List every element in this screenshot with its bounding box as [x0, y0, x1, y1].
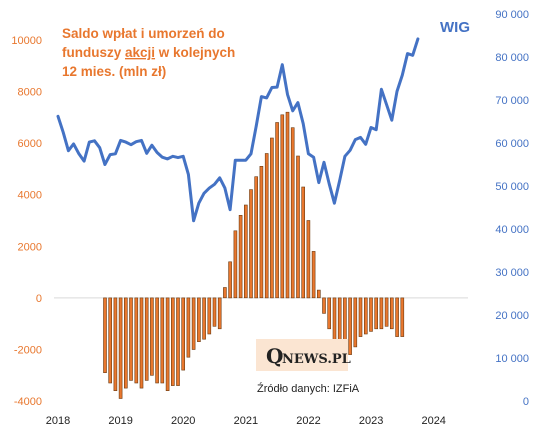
bar-54: [384, 297, 389, 327]
bar-series: [103, 111, 405, 399]
bar-15: [181, 297, 185, 371]
bar-34: [280, 114, 285, 299]
bar-29: [254, 176, 258, 299]
x-tick-label: 2022: [296, 415, 320, 427]
bar-47: [348, 297, 352, 355]
bar-51: [369, 297, 373, 332]
bar-9: [150, 297, 154, 376]
x-tick-label: 2018: [46, 415, 70, 427]
bar-31: [264, 153, 269, 299]
bar-23: [223, 287, 227, 299]
bar-10: [155, 297, 159, 384]
left-tick-label: 6000: [18, 138, 42, 150]
bar-3: [118, 297, 123, 399]
bar-40: [311, 251, 316, 299]
bar-52: [374, 297, 379, 330]
left-tick-label: 8000: [18, 87, 42, 99]
bar-19: [202, 297, 206, 340]
bar-56: [395, 297, 399, 337]
bar-36: [290, 127, 295, 299]
bar-0: [103, 297, 107, 373]
left-axis-ticks: -4000 -2000 0 2000 4000 6000 8000 10000: [11, 35, 42, 408]
bar-27: [244, 204, 248, 299]
right-tick-label: 90 000: [495, 9, 529, 21]
left-tick-label: 10000: [11, 35, 42, 47]
bar-21: [212, 297, 217, 327]
right-tick-label: 0: [523, 396, 529, 408]
left-tick-label: 2000: [18, 241, 42, 253]
right-tick-label: 60 000: [495, 138, 529, 150]
bar-30: [259, 166, 264, 299]
left-tick-label: -4000: [14, 396, 42, 408]
bar-43: [327, 297, 332, 330]
x-tick-label: 2020: [171, 415, 195, 427]
bar-53: [379, 297, 384, 330]
bar-2: [113, 297, 118, 391]
bar-32: [270, 137, 274, 299]
bar-26: [238, 215, 243, 299]
bar-49: [358, 297, 363, 337]
wig-label: WIG: [440, 19, 470, 36]
bar-41: [316, 289, 321, 299]
left-tick-label: -2000: [14, 344, 42, 356]
bar-33: [275, 122, 279, 299]
bar-6: [134, 297, 139, 384]
bar-14: [176, 297, 180, 386]
bar-1: [108, 297, 112, 384]
left-tick-label: 4000: [18, 190, 42, 202]
source-note: Źródło danych: IZFiA: [257, 382, 360, 395]
chart-title: Saldo wpłat i umorzeń do funduszy akcji …: [62, 26, 239, 79]
bar-20: [207, 297, 212, 335]
bar-55: [389, 297, 394, 330]
left-tick-label: 0: [36, 293, 42, 305]
bar-5: [129, 297, 133, 381]
bar-7: [139, 297, 144, 389]
x-axis-ticks: 2018 2019 2020 2021 2022 2023 2024: [46, 415, 446, 427]
bar-25: [233, 230, 238, 299]
bar-37: [296, 155, 300, 299]
bar-39: [306, 220, 311, 299]
bar-16: [186, 297, 191, 358]
x-tick-label: 2021: [234, 415, 258, 427]
x-tick-label: 2023: [359, 415, 383, 427]
right-tick-label: 40 000: [495, 224, 529, 236]
right-tick-label: 80 000: [495, 52, 529, 64]
right-axis-ticks: 0 10 000 20 000 30 000 40 000 50 000 60 000 70 …: [495, 9, 529, 408]
right-tick-label: 70 000: [495, 95, 529, 107]
bar-57: [400, 297, 405, 337]
x-tick-label: 2024: [421, 415, 445, 427]
bar-4: [124, 297, 128, 389]
bar-11: [160, 297, 165, 384]
bar-35: [285, 111, 290, 299]
bar-24: [228, 261, 232, 299]
bar-13: [171, 297, 175, 386]
right-tick-label: 10 000: [495, 353, 529, 365]
bar-17: [191, 297, 196, 350]
svg-text:NEWS.PL: NEWS.PL: [282, 352, 351, 367]
bar-42: [322, 297, 326, 314]
svg-text:Q: Q: [266, 344, 283, 368]
wig-line: [56, 37, 420, 223]
bar-38: [301, 186, 306, 299]
bar-28: [249, 189, 253, 299]
bar-18: [197, 297, 201, 342]
bar-8: [144, 297, 149, 381]
qnews-logo: Q NEWS.PL: [256, 339, 351, 371]
bar-48: [353, 297, 358, 348]
right-tick-label: 50 000: [495, 181, 529, 193]
bar-22: [217, 297, 222, 330]
bar-50: [363, 297, 368, 335]
x-tick-label: 2019: [108, 415, 132, 427]
right-tick-label: 20 000: [495, 310, 529, 322]
bar-12: [165, 297, 170, 391]
right-tick-label: 30 000: [495, 267, 529, 279]
